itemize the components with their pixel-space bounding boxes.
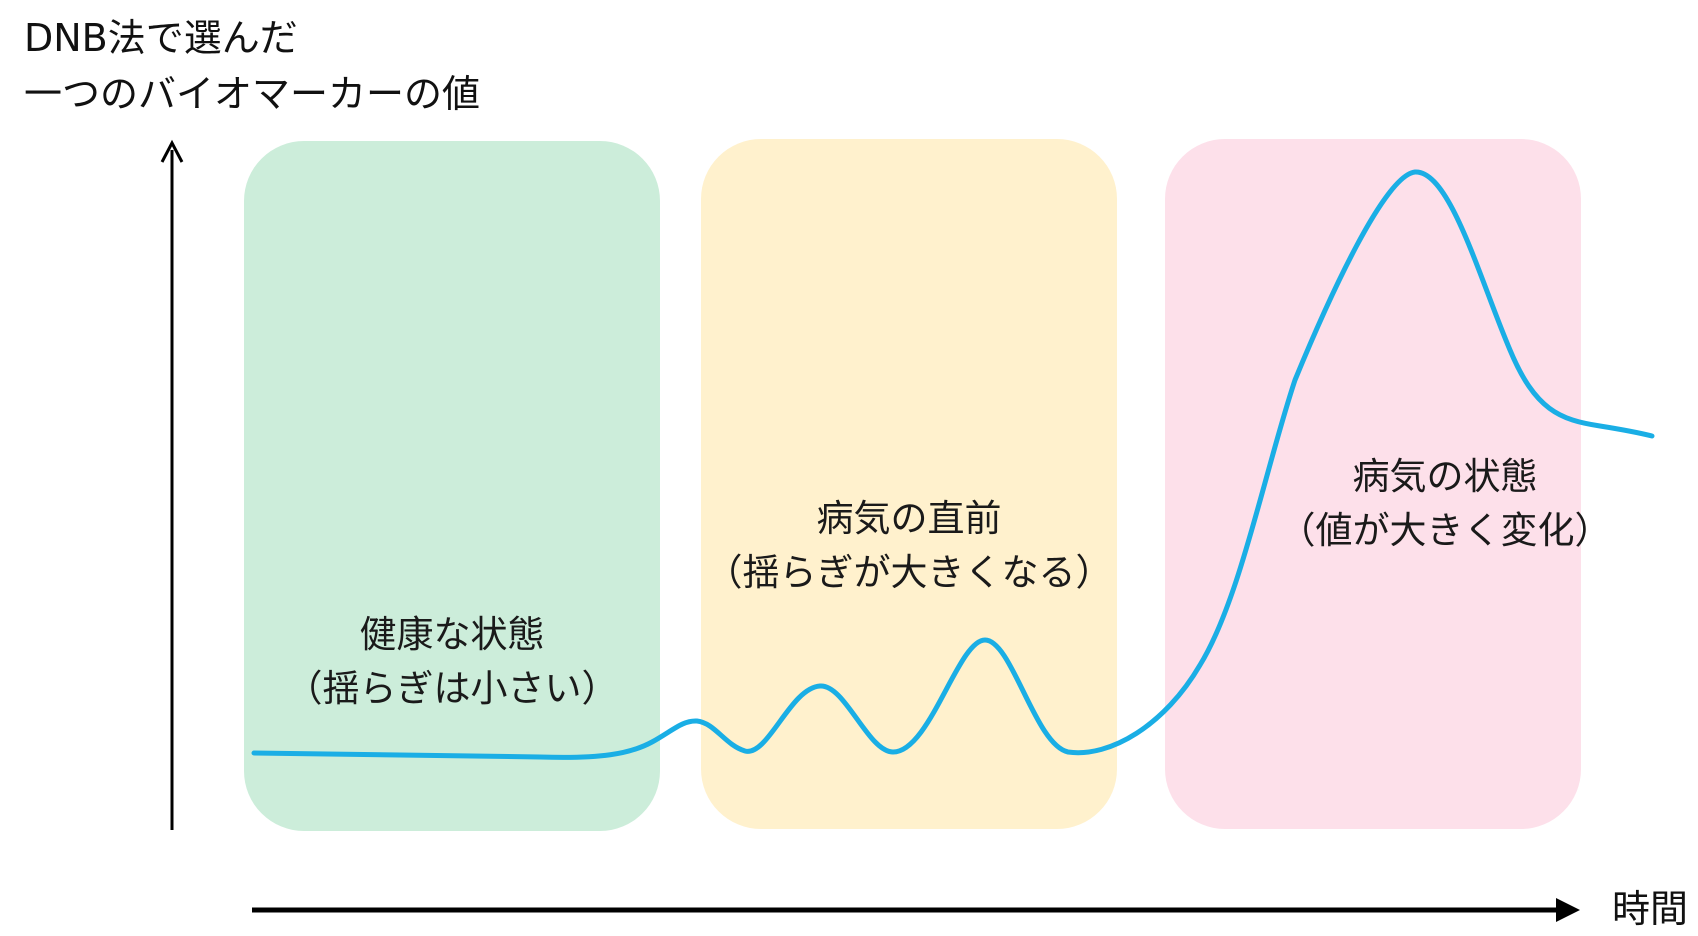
biomarker-curve bbox=[251, 169, 1655, 760]
phase-panel-disease bbox=[1165, 139, 1581, 829]
phase-panel-pre-disease bbox=[701, 139, 1117, 829]
phase-caption-disease: 病気の状態 （値が大きく変化） bbox=[1245, 450, 1645, 558]
phase-caption-pre-disease: 病気の直前 （揺らぎが大きくなる） bbox=[701, 492, 1117, 600]
y-axis-label-line1: DNB法で選んだ bbox=[24, 16, 298, 60]
phase-title-pre-disease: 病気の直前 bbox=[816, 497, 1002, 540]
phase-subtitle-healthy: （揺らぎは小さい） bbox=[285, 667, 619, 710]
x-axis-label: 時間 bbox=[1612, 887, 1689, 931]
y-axis-arrow bbox=[160, 139, 184, 830]
phase-title-disease: 病気の状態 bbox=[1352, 455, 1538, 498]
phase-subtitle-pre-disease: （揺らぎが大きくなる） bbox=[705, 551, 1113, 594]
phase-caption-healthy: 健康な状態 （揺らぎは小さい） bbox=[244, 608, 660, 716]
x-axis-arrow bbox=[252, 898, 1580, 922]
phase-title-healthy: 健康な状態 bbox=[359, 613, 545, 656]
phase-panel-healthy bbox=[244, 141, 660, 831]
y-axis-label-line2: 一つのバイオマーカーの値 bbox=[24, 72, 481, 116]
phase-subtitle-disease: （値が大きく変化） bbox=[1278, 509, 1612, 552]
y-axis-label: DNB法で選んだ 一つのバイオマーカーの値 bbox=[24, 10, 480, 122]
